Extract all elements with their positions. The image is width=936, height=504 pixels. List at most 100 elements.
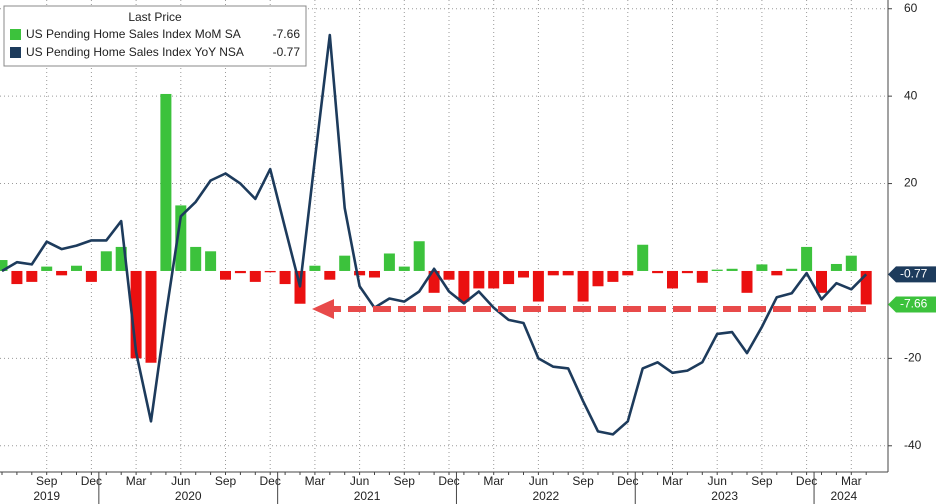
bar	[249, 270, 261, 282]
x-tick-label: Mar	[305, 474, 326, 488]
bar	[220, 270, 231, 280]
bar	[696, 270, 708, 283]
bar	[85, 270, 97, 282]
bar	[115, 246, 127, 271]
legend-label: US Pending Home Sales Index MoM SA	[26, 27, 241, 41]
lines	[1, 33, 868, 436]
bar	[26, 270, 38, 282]
y-tick-label: 20	[904, 176, 918, 190]
bar	[532, 270, 544, 302]
bar	[264, 270, 276, 273]
bar	[160, 93, 172, 271]
value-tag	[888, 296, 936, 313]
x-year-label: 2024	[830, 489, 857, 503]
x-tick-label: Mar	[841, 474, 862, 488]
bar	[547, 270, 559, 276]
bar	[309, 265, 321, 271]
x-tick-label: Mar	[126, 474, 147, 488]
x-year-label: 2020	[175, 489, 202, 503]
legend-title: Last Price	[128, 10, 182, 24]
x-tick-label: Dec	[796, 474, 817, 488]
bar	[100, 251, 112, 271]
bar	[205, 251, 217, 271]
bar	[145, 270, 157, 363]
bar	[0, 260, 8, 271]
x-year-label: 2023	[711, 489, 738, 503]
bar	[11, 270, 23, 285]
value-tag	[888, 266, 936, 283]
bar	[667, 270, 678, 289]
x-tick-label: Jun	[350, 474, 369, 488]
bar	[860, 270, 872, 305]
line	[1, 33, 868, 436]
value-tag-label: -0.77	[900, 267, 928, 281]
bar	[354, 270, 366, 276]
x-tick-label: Sep	[36, 474, 58, 488]
x-tick-label: Dec	[81, 474, 102, 488]
bar	[443, 270, 455, 280]
x-tick-label: Sep	[751, 474, 773, 488]
bar	[428, 270, 440, 293]
x-tick-label: Sep	[394, 474, 416, 488]
x-tick-label: Dec	[617, 474, 638, 488]
legend-box	[3, 5, 307, 67]
x-tick-label: Dec	[438, 474, 459, 488]
x-tick-label: Sep	[215, 474, 237, 488]
y-tick-label: 40	[904, 88, 918, 102]
bar	[816, 270, 827, 293]
bar	[324, 270, 336, 280]
x-tick-label: Mar	[483, 474, 504, 488]
bar	[398, 266, 410, 271]
bar	[279, 270, 291, 285]
bar	[607, 270, 619, 282]
bar	[488, 270, 500, 289]
x-tick-label: Jun	[171, 474, 190, 488]
y-tick-label: 60	[904, 1, 918, 15]
x-year-label: 2021	[354, 489, 381, 503]
bar	[622, 270, 634, 276]
bar	[339, 255, 351, 271]
bar	[726, 268, 738, 271]
bar	[845, 255, 857, 271]
bar	[383, 253, 395, 271]
bar	[175, 205, 187, 271]
legend-swatch	[10, 47, 21, 58]
y-tick-label: -20	[904, 351, 922, 365]
bar	[637, 244, 649, 271]
bar	[592, 270, 604, 287]
bar	[503, 270, 515, 285]
bar	[56, 270, 68, 276]
bar	[41, 266, 53, 271]
x-tick-label: Dec	[260, 474, 281, 488]
legend-value: -0.77	[273, 45, 301, 59]
bar	[71, 265, 82, 271]
bar	[473, 270, 485, 289]
bar	[652, 270, 664, 274]
legend-label: US Pending Home Sales Index YoY NSA	[26, 45, 244, 59]
bar	[369, 270, 380, 278]
bar	[518, 270, 529, 278]
bar	[234, 270, 246, 274]
bar	[771, 270, 783, 276]
x-year-label: 2022	[532, 489, 559, 503]
annotation-arrow	[312, 299, 866, 319]
arrow-head	[312, 299, 334, 319]
bar	[562, 270, 574, 276]
bar	[413, 241, 425, 271]
bar	[786, 268, 798, 271]
bar	[711, 269, 723, 271]
bar	[801, 246, 813, 271]
bar	[756, 264, 768, 271]
bar	[830, 263, 842, 271]
legend: Last Price US Pending Home Sales Index M…	[3, 5, 307, 67]
bar	[190, 246, 202, 271]
x-tick-label: Mar	[662, 474, 683, 488]
value-tag-label: -7.66	[900, 297, 928, 311]
bar	[458, 270, 470, 302]
bar	[681, 270, 693, 274]
x-tick-label: Sep	[572, 474, 594, 488]
x-tick-label: Jun	[708, 474, 727, 488]
